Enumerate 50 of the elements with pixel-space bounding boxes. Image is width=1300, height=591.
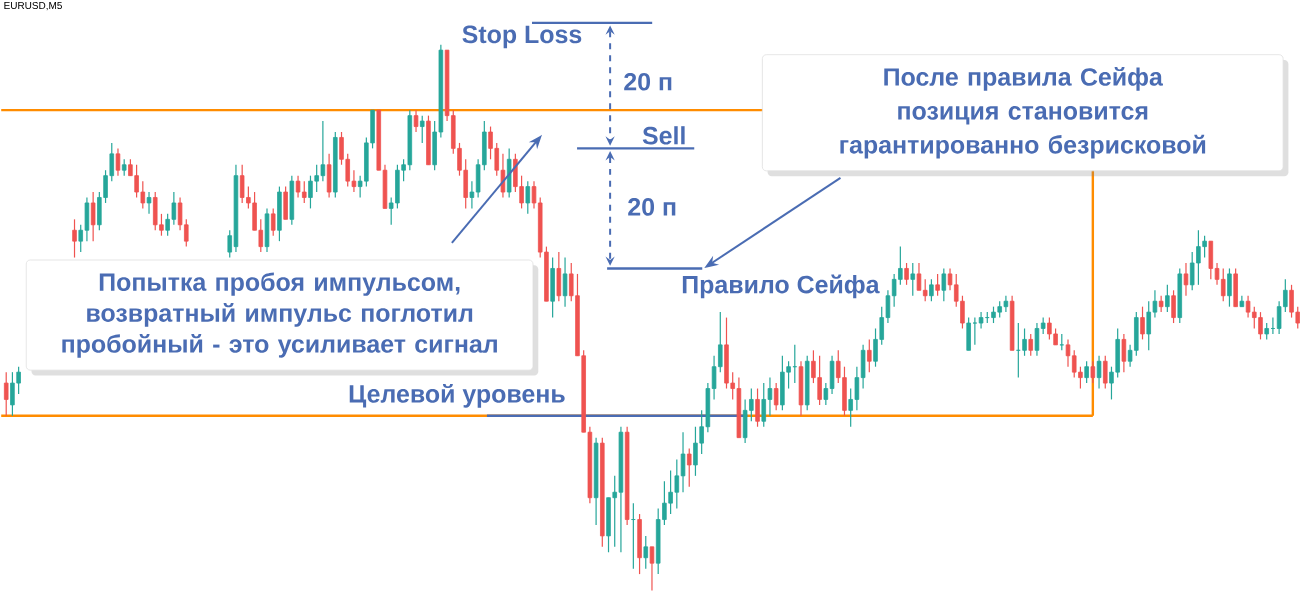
candlestick [773, 382, 779, 411]
candlestick [904, 262, 909, 286]
candlestick [1158, 295, 1164, 313]
candlestick [1183, 262, 1189, 297]
candlestick [935, 273, 940, 297]
candlestick [929, 278, 934, 302]
candlestick [643, 535, 649, 570]
candlestick [941, 267, 947, 302]
candlestick [1084, 360, 1089, 384]
candlestick [972, 316, 978, 346]
candlestick [649, 546, 655, 591]
ref-line-label: Правило Сейфа [682, 274, 880, 299]
candlestick [562, 256, 568, 308]
ref-line-label: Sell [642, 126, 685, 145]
candlestick [867, 338, 872, 373]
candlestick [916, 262, 922, 291]
candlestick [1090, 360, 1096, 384]
candlestick [1165, 284, 1170, 313]
annotation: 20 п [624, 72, 672, 91]
candlestick [1103, 355, 1108, 390]
candlestick [686, 447, 692, 488]
candlestick [1096, 355, 1102, 390]
candlestick [755, 387, 760, 428]
candlestick [413, 109, 419, 133]
candlestick [910, 262, 916, 297]
candlestick [146, 191, 152, 215]
candlestick [1121, 333, 1127, 373]
candlestick [1022, 327, 1027, 357]
candlestick [680, 431, 686, 493]
candlestick [1171, 289, 1176, 324]
candlestick [525, 180, 531, 215]
candlestick [115, 147, 121, 177]
annotation: Попытка пробоя импульсом, возвратный импульс поглотил пробойный - это усиливает сигнал [62, 272, 497, 358]
candlestick [1140, 306, 1145, 340]
ref-line-label: Целевой уровень [349, 383, 565, 408]
ref-line-label: Stop Loss [462, 25, 582, 49]
candlestick [1028, 333, 1034, 357]
candlestick [469, 180, 475, 209]
annotation: После правила Сейфа позиция становится гарантированно безрисковой [840, 66, 1206, 159]
candlestick [922, 278, 928, 302]
candlestick [72, 218, 77, 259]
candlestick [419, 115, 425, 144]
annotation: 20 п [628, 198, 676, 216]
chart-title: EURUSD,M5 [4, 1, 62, 11]
candlestick [823, 382, 829, 406]
candlestick [1227, 267, 1232, 308]
candlestick [270, 207, 276, 237]
candlestick [1034, 322, 1040, 357]
candlestick [3, 371, 9, 417]
candlestick [90, 191, 96, 242]
